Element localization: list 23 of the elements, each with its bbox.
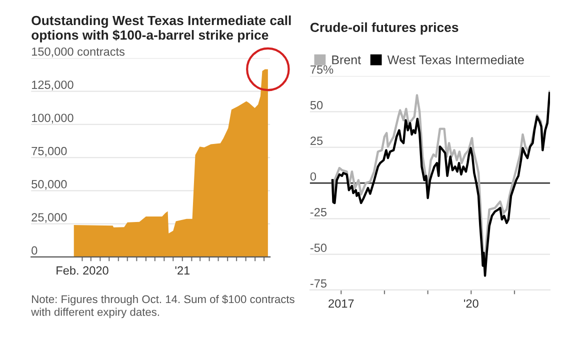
y-tick-label: -75 [310, 279, 327, 288]
x-tick-label: '21 [175, 266, 190, 275]
y-tick-label: 0 [32, 246, 38, 255]
chart-title: Crude-oil futures prices [310, 22, 458, 35]
y-tick-label: 25,000 [32, 213, 67, 223]
y-tick-label: -25 [310, 208, 327, 216]
y-tick-label: 75,000 [32, 146, 67, 157]
x-tick-label: 2017 [328, 299, 354, 308]
y-tick-label: 50,000 [32, 180, 67, 190]
y-tick-label: 0 [310, 172, 316, 181]
y-tick-label: 25 [310, 136, 323, 146]
legend-label: West Texas Intermediate [387, 55, 524, 64]
y-tick-label: 100,000 [32, 114, 74, 124]
y-tick-label: 50 [310, 100, 323, 110]
y-tick-label: 75% [310, 65, 334, 74]
x-tick-label: '20 [464, 299, 478, 308]
text: Note: Figures through Oct. 14. Sum of $100 contracts with different expiry dates. [31, 294, 294, 318]
y-tick-label: 150,000 contracts [32, 47, 125, 58]
y-tick-label: 125,000 [32, 80, 74, 90]
legend-label: Brent [332, 56, 361, 64]
y-tick-label: -50 [310, 244, 327, 252]
chart-title: Outstanding West Texas Intermediate call options with $100-a-barrel strike price [32, 15, 291, 42]
x-tick-label: Feb. 2020 [56, 266, 108, 275]
